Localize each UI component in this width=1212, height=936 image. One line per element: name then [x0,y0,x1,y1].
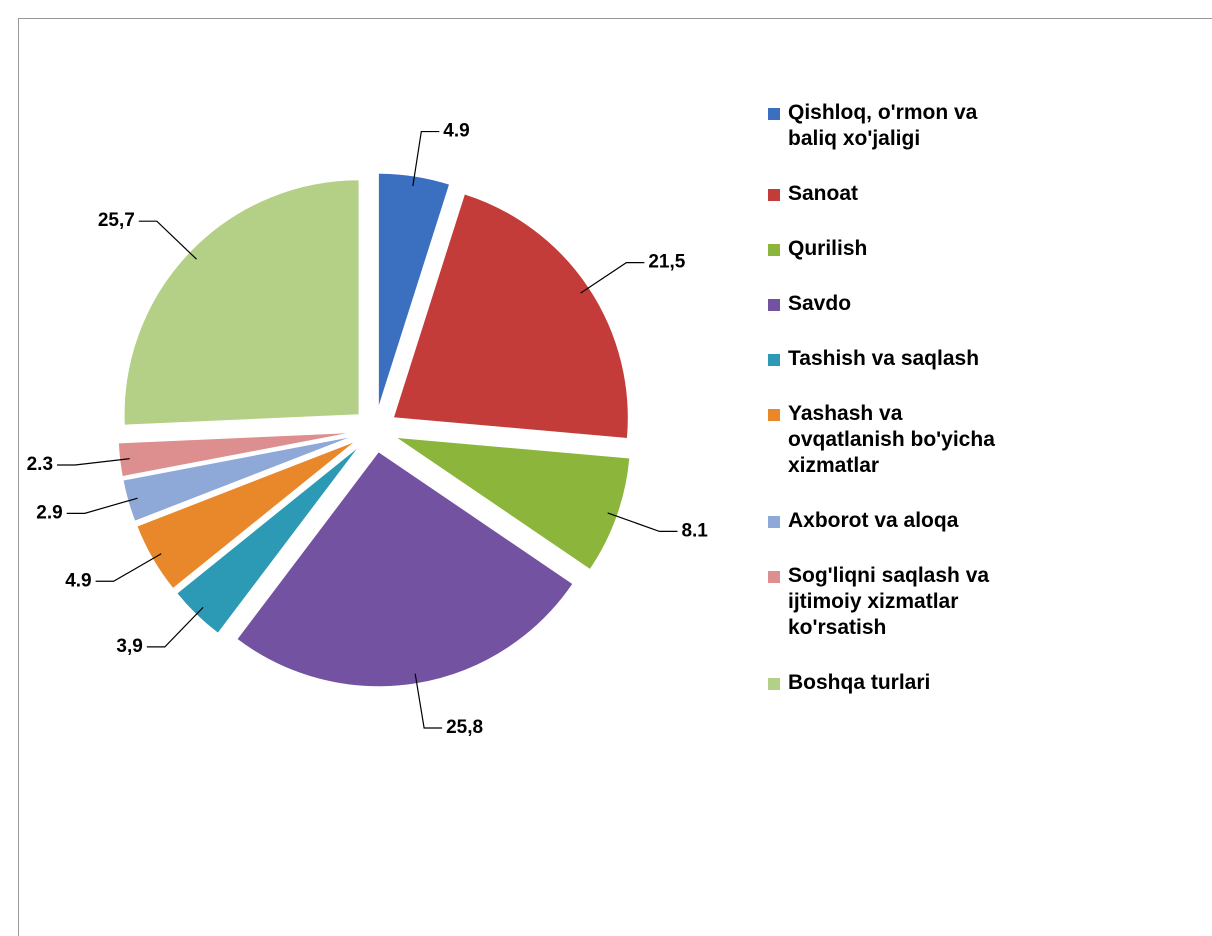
leader-line [138,220,197,260]
leader-line [146,606,204,648]
legend-item: Axborot va aloqa [768,508,1018,534]
legend-swatch [768,571,780,583]
legend-label: Qurilish [788,237,868,260]
legend-label: Axborot va aloqa [788,509,959,532]
legend-item: Yashash va ovqatlanish bo'yicha xizmatla… [768,401,1018,479]
data-label: 4.9 [65,570,91,591]
legend-swatch [768,189,780,201]
data-label: 2.3 [27,454,53,475]
data-label: 3,9 [116,636,142,657]
leader-line [66,497,138,514]
legend-label: Sanoat [788,182,859,205]
legend-swatch [768,409,780,421]
legend-label: Sog'liqni saqlash va ijtimoiy xizmatlar … [788,564,990,639]
leader-line [57,458,130,466]
leader-line [414,673,443,729]
legend-swatch [768,678,780,690]
data-label: 25,8 [446,717,483,738]
leader-line [607,512,678,533]
legend-label: Yashash va ovqatlanish bo'yicha xizmatla… [788,402,995,477]
legend-item: Savdo [768,291,1018,317]
legend-swatch [768,299,780,311]
legend-label: Qishloq, o'rmon va baliq xo'jaligi [788,101,978,150]
legend-item: Tashish va saqlash [768,346,1018,372]
legend-item: Sanoat [768,181,1018,207]
legend-swatch [768,108,780,120]
data-label: 25,7 [98,210,135,231]
data-label: 2.9 [36,502,62,523]
legend-item: Sog'liqni saqlash va ijtimoiy xizmatlar … [768,563,1018,641]
legend-item: Qishloq, o'rmon va baliq xo'jaligi [768,100,1018,152]
legend-swatch [768,244,780,256]
legend-item: Qurilish [768,236,1018,262]
leader-line [580,262,645,294]
data-label: 4.9 [443,121,469,142]
pie-slice [123,179,360,426]
legend: Qishloq, o'rmon va baliq xo'jaligi Sanoat… [768,100,1018,725]
legend-label: Savdo [788,292,852,315]
legend-swatch [768,516,780,528]
legend-item: Boshqa turlari [768,670,1018,696]
chart-frame [18,18,1212,936]
legend-swatch [768,354,780,366]
leader-line [95,553,162,582]
data-label: 8.1 [681,520,708,541]
legend-label: Boshqa turlari [788,671,931,694]
data-label: 21,5 [648,252,685,273]
legend-label: Tashish va saqlash [788,347,980,370]
leader-line [412,130,440,187]
